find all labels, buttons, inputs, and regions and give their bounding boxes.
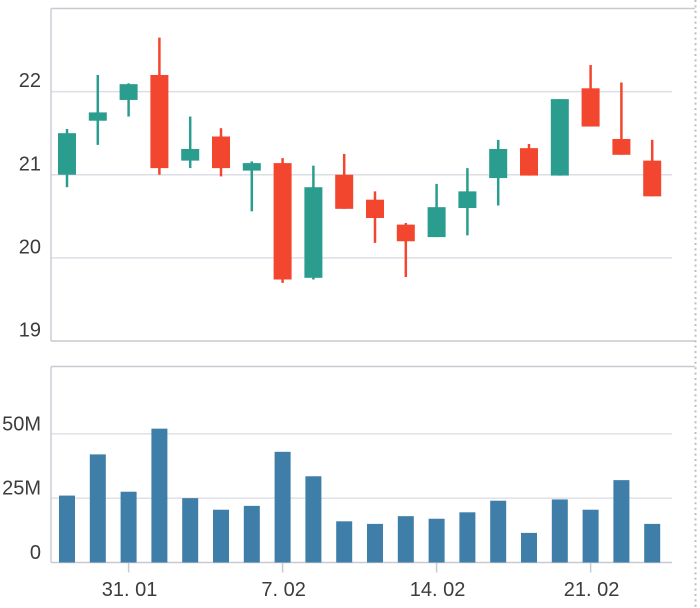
candle[interactable] [242, 161, 261, 212]
candle[interactable] [366, 191, 384, 243]
volume-bar[interactable] [397, 516, 414, 563]
candles [58, 37, 662, 283]
x-axis-label: 14. 02 [410, 579, 466, 601]
volume-plot-area[interactable] [51, 367, 672, 563]
candle[interactable] [581, 65, 600, 127]
candle-body [335, 174, 354, 209]
candle-body [119, 84, 138, 100]
volume-bar[interactable] [613, 480, 630, 563]
price-pane: 22 21 20 19 [19, 7, 695, 342]
candle-body [489, 148, 508, 179]
candle-body [427, 207, 446, 238]
volume-bar[interactable] [336, 521, 353, 563]
x-axis-label: 7. 02 [261, 579, 305, 601]
candle[interactable] [458, 168, 477, 236]
candle-body [581, 88, 600, 127]
candle-body [304, 187, 323, 278]
volume-bar[interactable] [59, 495, 75, 563]
candle-body [612, 139, 631, 155]
price-y-tick-label: 20 [19, 236, 41, 258]
candle[interactable] [304, 165, 323, 280]
volume-bar[interactable] [120, 491, 137, 563]
volume-bar[interactable] [243, 505, 260, 563]
x-axis-label: 21. 02 [564, 579, 620, 601]
volume-bar[interactable] [305, 476, 322, 563]
volume-bars [59, 428, 661, 563]
price-y-tick-label: 19 [19, 320, 41, 342]
candle-body [242, 163, 261, 171]
volume-bar[interactable] [151, 428, 168, 563]
volume-bar[interactable] [428, 518, 445, 563]
candle-body [181, 148, 200, 161]
volume-y-tick-label: 25M [2, 478, 41, 500]
candle-body [212, 136, 230, 169]
volume-bar[interactable] [521, 532, 537, 563]
candle[interactable] [396, 222, 415, 277]
candle[interactable] [212, 128, 230, 177]
x-axis: 31. 01 7. 02 14. 02 21. 02 [102, 562, 620, 601]
price-plot-area[interactable] [51, 9, 672, 342]
volume-bar[interactable] [367, 523, 383, 563]
candle-body [550, 99, 569, 176]
volume-bar[interactable] [459, 512, 476, 563]
candle-body [643, 160, 662, 197]
candle[interactable] [119, 83, 138, 117]
candle-body [150, 75, 169, 169]
candle-body [520, 148, 538, 176]
candle[interactable] [612, 82, 631, 155]
candle[interactable] [181, 116, 200, 169]
x-axis-label: 31. 01 [102, 579, 158, 601]
candle[interactable] [520, 143, 538, 176]
candle[interactable] [489, 139, 508, 206]
candle[interactable] [58, 129, 76, 188]
candle[interactable] [150, 37, 169, 175]
candle[interactable] [88, 75, 107, 145]
candle[interactable] [550, 99, 569, 176]
volume-bar[interactable] [644, 523, 661, 563]
volume-y-tick-label: 0 [30, 542, 41, 564]
volume-bar[interactable] [490, 500, 507, 563]
candle-body [88, 112, 107, 121]
candle-body [366, 199, 384, 218]
volume-bar[interactable] [582, 509, 599, 563]
candle-body [273, 163, 292, 280]
volume-bar[interactable] [89, 454, 106, 563]
candle-body [396, 224, 415, 242]
candle-body [458, 191, 477, 208]
candle[interactable] [273, 158, 292, 283]
volume-y-tick-label: 50M [2, 413, 41, 435]
volume-bar[interactable] [274, 451, 291, 563]
candle-body [58, 133, 76, 175]
candle[interactable] [427, 183, 446, 238]
candle[interactable] [643, 139, 662, 197]
price-y-tick-label: 22 [19, 70, 41, 92]
candle[interactable] [335, 153, 354, 209]
volume-bar[interactable] [182, 498, 199, 563]
volume-bar[interactable] [551, 499, 568, 563]
volume-bar[interactable] [213, 509, 229, 563]
price-y-tick-label: 21 [19, 153, 41, 175]
